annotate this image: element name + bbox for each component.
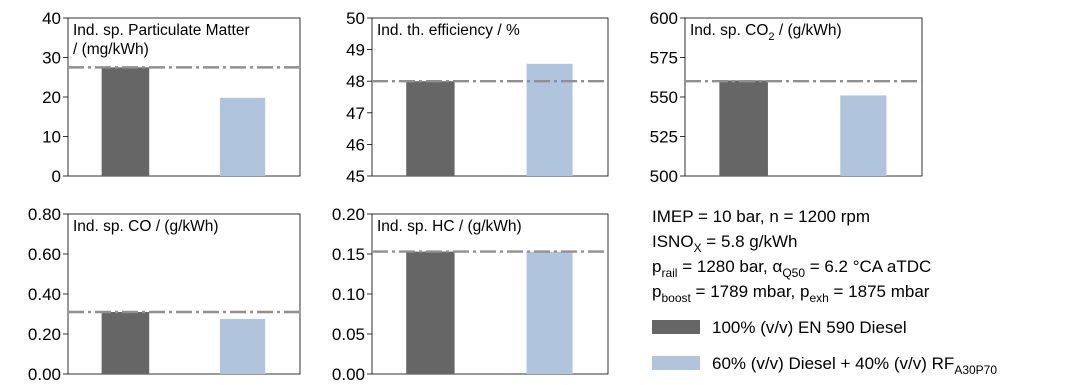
y-tick-label: 46 (346, 135, 365, 154)
bar (526, 251, 573, 374)
y-tick-label: 45 (346, 167, 365, 186)
chart-panel: 0 10 20 30 40 Ind. sp. Particulate Matter / (m… (42, 9, 301, 186)
chart-panels: 0 10 20 30 40 Ind. sp. Particulate Matter / (m… (28, 9, 923, 384)
bar (101, 67, 150, 176)
y-tick-label: 0.10 (332, 285, 365, 304)
panel-title-background (373, 19, 524, 42)
y-tick-label: 0 (52, 167, 61, 186)
y-tick-label: 40 (42, 9, 61, 28)
panel-title: Ind. sp. CO / (g/kWh) (73, 218, 219, 235)
conditions-line-3: prail = 1280 bar, αQ50 = 6.2 °CA aTDC (652, 257, 931, 280)
panel-title-background (373, 215, 526, 238)
y-tick-label: 50 (346, 9, 365, 28)
conditions-line-1: IMEP = 10 bar, n = 1200 rpm (652, 207, 870, 226)
y-tick-label: 0.20 (332, 205, 365, 224)
y-tick-label: 49 (346, 41, 365, 60)
y-tick-label: 20 (42, 88, 61, 107)
panel-title: Ind. sp. Particulate Matter / (mg/kWh) (73, 22, 250, 58)
y-tick-label: 0.60 (28, 245, 61, 264)
chart-panel: 45 46 47 48 49 50 Ind. th. efficiency / % (346, 9, 609, 186)
y-tick-label: 0.80 (28, 205, 61, 224)
legend-label-diesel: 100% (v/v) EN 590 Diesel (712, 318, 907, 337)
plot-frame (371, 17, 609, 177)
y-tick-label: 0.00 (28, 365, 61, 384)
chart-legend: 100% (v/v) EN 590 Diesel 60% (v/v) Diese… (652, 318, 997, 377)
y-tick-label: 0.20 (28, 325, 61, 344)
conditions-line-2: ISNOX = 5.8 g/kWh (652, 232, 798, 255)
conditions-line-4: pboost = 1789 mbar, pexh = 1875 mbar (652, 282, 930, 305)
y-tick-label: 550 (650, 88, 678, 107)
panel-title-background (69, 215, 223, 238)
bar (219, 319, 266, 374)
conditions-block: IMEP = 10 bar, n = 1200 rpm ISNOX = 5.8 … (652, 207, 931, 305)
y-tick-label: 0.15 (332, 245, 365, 264)
bar (719, 80, 768, 176)
y-tick-label: 10 (42, 128, 61, 147)
y-tick-label: 48 (346, 72, 365, 91)
y-tick-label: 575 (650, 49, 678, 68)
bar (406, 81, 455, 176)
bar (101, 312, 150, 374)
bar (406, 251, 455, 374)
y-tick-label: 0.00 (332, 365, 365, 384)
bar (219, 97, 266, 176)
y-tick-label: 600 (650, 9, 678, 28)
chart-panel: 0.00 0.05 0.10 0.15 0.20 Ind. sp. HC / (g/kWh… (332, 205, 609, 384)
bar (840, 95, 887, 176)
chart-panel: 0.00 0.20 0.40 0.60 0.80 Ind. sp. CO / (g/kWh… (28, 205, 301, 384)
panel-title: Ind. th. efficiency / % (377, 22, 520, 39)
panel-title: Ind. sp. CO2 / (g/kWh) (690, 22, 842, 43)
bar (526, 63, 573, 176)
y-tick-label: 30 (42, 49, 61, 68)
panel-title-background (686, 19, 846, 46)
y-tick-label: 47 (346, 104, 365, 123)
legend-label-blend: 60% (v/v) Diesel + 40% (v/v) RFA30P70 (712, 354, 997, 377)
legend-swatch-diesel (652, 320, 700, 334)
panel-title: Ind. sp. HC / (g/kWh) (377, 218, 522, 235)
legend-swatch-blend (652, 356, 700, 370)
y-tick-label: 525 (650, 128, 678, 147)
panel-title-background (69, 19, 254, 61)
y-tick-label: 500 (650, 167, 678, 186)
chart-panel: 500 525 550 575 600 Ind. sp. CO2 / (g/kWh) (650, 9, 923, 186)
y-tick-label: 0.05 (332, 325, 365, 344)
y-tick-label: 0.40 (28, 285, 61, 304)
